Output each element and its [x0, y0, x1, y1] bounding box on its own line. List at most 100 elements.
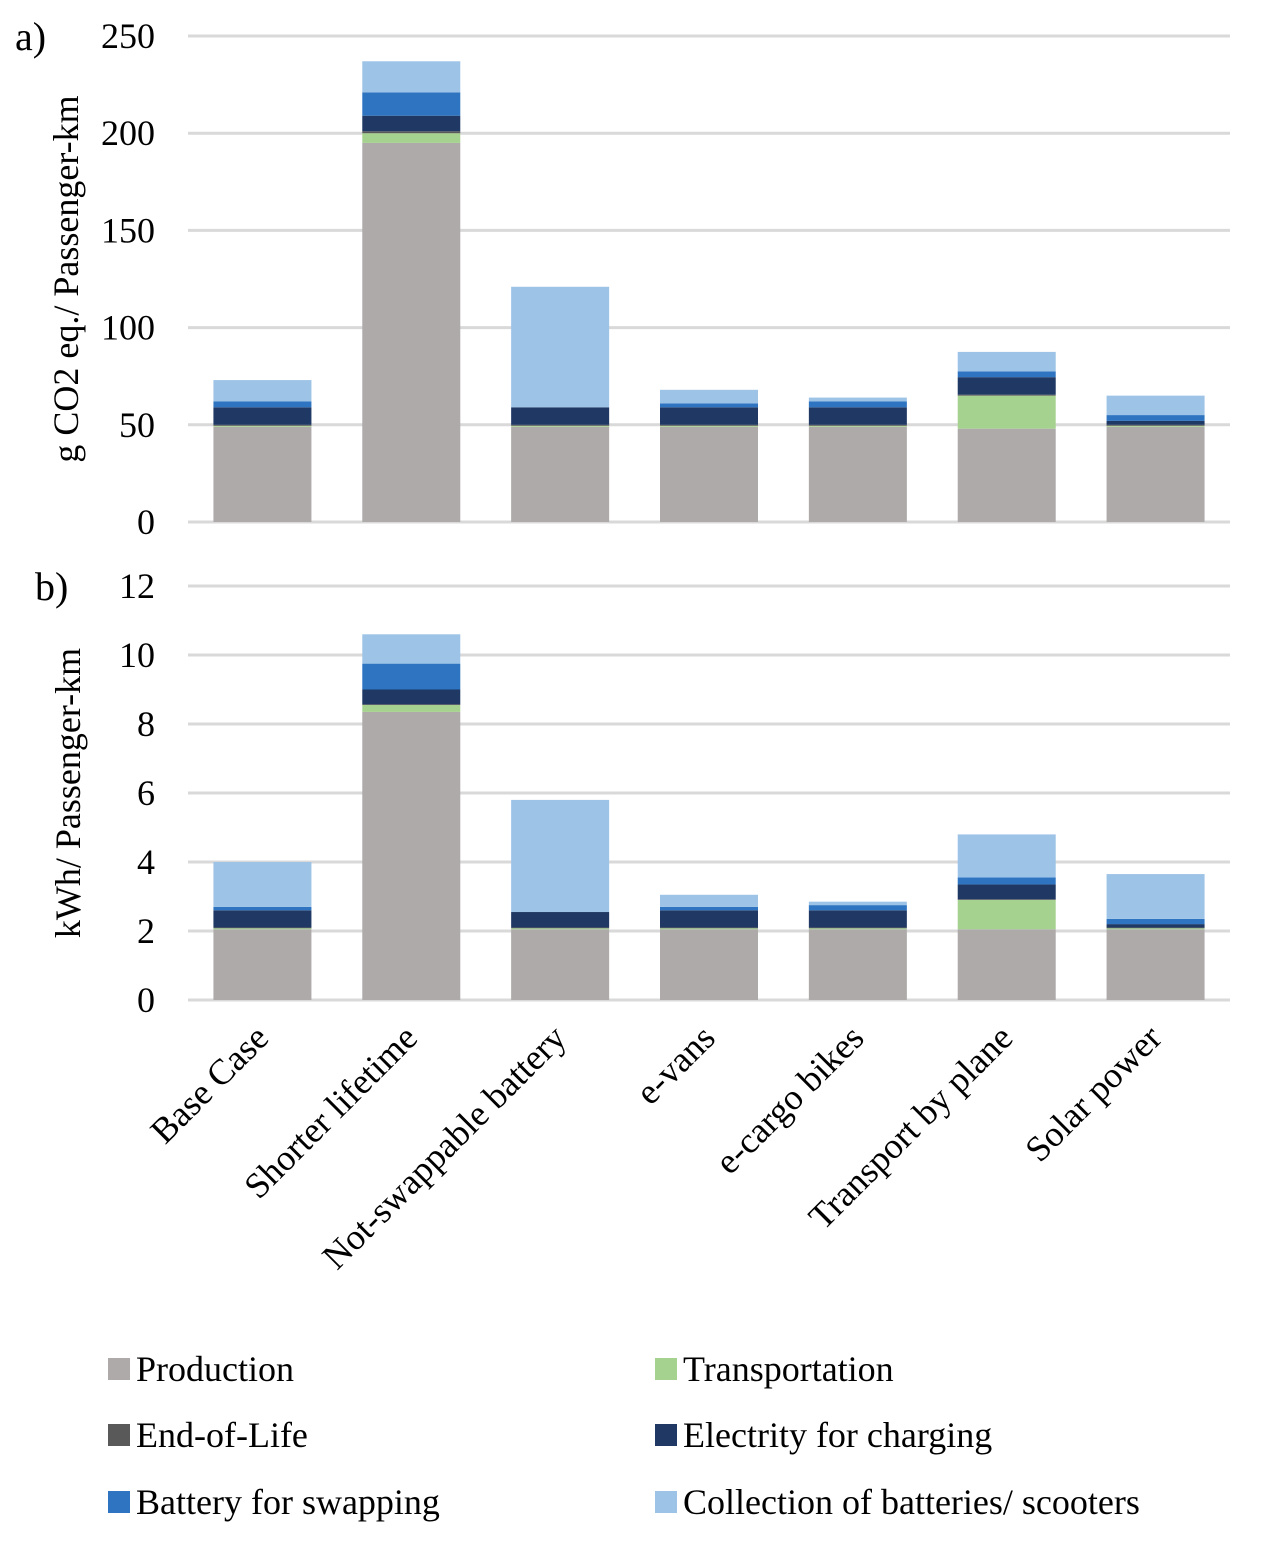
bar-segment-end-of-life-not-swappable-battery — [511, 424, 610, 426]
y-tick-label: 0 — [137, 980, 155, 1020]
bar-segment-collection-of-batteries-scooters-solar-power — [1106, 395, 1205, 416]
y-tick-label: 200 — [101, 113, 155, 153]
bar-segment-electrity-for-charging-e-vans — [660, 910, 758, 928]
bar-segment-transportation-e-vans — [660, 425, 758, 427]
bar-segment-collection-of-batteries-scooters-transport-by-plane — [957, 351, 1056, 372]
bar-segment-battery-for-swapping-shorter-lifetime — [362, 663, 461, 690]
bar-segment-production-shorter-lifetime — [362, 142, 461, 523]
bar-segment-end-of-life-solar-power — [1106, 927, 1205, 929]
y-tick-label: 100 — [101, 308, 155, 348]
legend-swatch-production — [108, 1358, 130, 1380]
bar-segment-electrity-for-charging-solar-power — [1106, 420, 1205, 425]
bar-segment-end-of-life-transport-by-plane — [957, 394, 1056, 396]
panel-a-chart: 0 50 100 150 200 250 a)g CO2 eq./ Passenger-km — [15, 14, 1230, 542]
y-tick-label: 12 — [119, 566, 155, 606]
bar-segment-transportation-solar-power — [1106, 928, 1205, 930]
bar-segment-collection-of-batteries-scooters-not-swappable-battery — [511, 286, 610, 408]
bar-segment-battery-for-swapping-solar-power — [1106, 415, 1205, 421]
bar-segment-transportation-e-vans — [660, 928, 758, 930]
bar-segment-battery-for-swapping-solar-power — [1106, 918, 1205, 925]
bar-segment-transportation-not-swappable-battery — [511, 928, 610, 930]
bar-segment-electrity-for-charging-transport-by-plane — [957, 884, 1056, 900]
panel-label: a) — [15, 14, 46, 59]
bar-segment-production-transport-by-plane — [957, 428, 1056, 522]
legend-swatch-transportation — [655, 1358, 677, 1380]
bar-segment-battery-for-swapping-transport-by-plane — [957, 371, 1056, 378]
bar-segment-electrity-for-charging-shorter-lifetime — [362, 115, 461, 132]
bar-segment-end-of-life-not-swappable-battery — [511, 927, 610, 929]
bar-segment-electrity-for-charging-transport-by-plane — [957, 377, 1056, 395]
bar-segment-production-base-case — [213, 426, 312, 522]
bar-segment-collection-of-batteries-scooters-transport-by-plane — [957, 834, 1056, 878]
legend-label-end-of-life: End-of-Life — [136, 1415, 308, 1455]
y-axis-label: g CO2 eq./ Passenger-km — [46, 95, 86, 462]
bar-segment-electrity-for-charging-base-case — [213, 407, 312, 425]
bar-segment-electrity-for-charging-base-case — [213, 910, 312, 928]
bar-segment-end-of-life-e-vans — [660, 424, 758, 426]
panel-b-chart: 0 2 4 6 8 10 12 b) kWh/ Passenger-km — [35, 564, 1230, 1020]
legend-label-production: Production — [136, 1349, 294, 1389]
bar-segment-end-of-life-shorter-lifetime — [362, 704, 461, 706]
bar-segment-transportation-e-cargo-bikes — [808, 928, 907, 930]
bar-segment-electrity-for-charging-not-swappable-battery — [511, 407, 610, 425]
bar-segment-electrity-for-charging-e-cargo-bikes — [808, 910, 907, 928]
bar-segment-end-of-life-transport-by-plane — [957, 899, 1056, 900]
bar-segment-end-of-life-e-vans — [660, 927, 758, 929]
legend-label-battery-for-swapping: Battery for swapping — [136, 1482, 440, 1522]
bar-segment-transportation-solar-power — [1106, 425, 1205, 427]
y-tick-label: 150 — [101, 210, 155, 250]
bar-segment-transportation-base-case — [213, 425, 312, 427]
bar-segment-collection-of-batteries-scooters-e-cargo-bikes — [808, 397, 907, 402]
bar-segment-battery-for-swapping-transport-by-plane — [957, 877, 1056, 885]
bar-segment-production-base-case — [213, 929, 312, 1000]
bar-segment-electrity-for-charging-e-cargo-bikes — [808, 407, 907, 425]
bar-segment-collection-of-batteries-scooters-base-case — [213, 862, 312, 907]
legend-label-electrity-for-charging: Electrity for charging — [683, 1415, 992, 1455]
bar-segment-production-e-cargo-bikes — [808, 929, 907, 1000]
bar-segment-battery-for-swapping-e-cargo-bikes — [808, 905, 907, 911]
legend-swatch-collection-of-batteries-scooters — [655, 1491, 677, 1513]
bar-segment-electrity-for-charging-not-swappable-battery — [511, 912, 610, 928]
y-tick-label: 0 — [137, 502, 155, 542]
bar-segment-production-e-cargo-bikes — [808, 426, 907, 522]
bar-segment-production-e-vans — [660, 929, 758, 1000]
bar-segment-production-shorter-lifetime — [362, 711, 461, 1000]
bar-segment-collection-of-batteries-scooters-not-swappable-battery — [511, 799, 610, 913]
legend-label-transportation: Transportation — [683, 1349, 894, 1389]
bar-segment-end-of-life-solar-power — [1106, 424, 1205, 426]
bar-segment-end-of-life-base-case — [213, 424, 312, 426]
bar-segment-battery-for-swapping-e-vans — [660, 403, 758, 408]
x-tick-label: e-cargo bikes — [707, 1017, 871, 1181]
bar-segment-battery-for-swapping-base-case — [213, 906, 312, 911]
bar-segment-end-of-life-e-cargo-bikes — [808, 424, 907, 426]
bar-segment-collection-of-batteries-scooters-shorter-lifetime — [362, 634, 461, 664]
y-axis-label: kWh/ Passenger-km — [48, 648, 88, 938]
bar-segment-battery-for-swapping-base-case — [213, 401, 312, 408]
x-tick-label: e-vans — [628, 1017, 723, 1112]
y-tick-label: 6 — [137, 773, 155, 813]
bar-segment-transportation-shorter-lifetime — [362, 705, 461, 712]
bar-segment-collection-of-batteries-scooters-solar-power — [1106, 874, 1205, 919]
bar-segment-end-of-life-e-cargo-bikes — [808, 927, 907, 929]
y-tick-label: 10 — [119, 635, 155, 675]
bar-segment-collection-of-batteries-scooters-e-vans — [660, 894, 758, 907]
bar-segment-collection-of-batteries-scooters-base-case — [213, 380, 312, 402]
bar-segment-electrity-for-charging-e-vans — [660, 407, 758, 425]
y-tick-label: 2 — [137, 911, 155, 951]
y-tick-label: 8 — [137, 704, 155, 744]
x-tick-label: Base Case — [142, 1017, 276, 1151]
bar-segment-transportation-transport-by-plane — [957, 395, 1056, 429]
bar-segment-electrity-for-charging-shorter-lifetime — [362, 689, 461, 705]
bar-segment-transportation-shorter-lifetime — [362, 133, 461, 143]
y-tick-label: 50 — [119, 405, 155, 445]
bar-segment-battery-for-swapping-shorter-lifetime — [362, 92, 461, 116]
legend-label-collection-of-batteries-scooters: Collection of batteries/ scooters — [683, 1482, 1140, 1522]
bar-segment-collection-of-batteries-scooters-e-vans — [660, 389, 758, 404]
bar-segment-collection-of-batteries-scooters-e-cargo-bikes — [808, 901, 907, 906]
bar-segment-production-not-swappable-battery — [511, 929, 610, 1000]
bar-segment-production-e-vans — [660, 426, 758, 522]
bar-segment-transportation-e-cargo-bikes — [808, 425, 907, 427]
bar-segment-production-not-swappable-battery — [511, 426, 610, 522]
bar-segment-end-of-life-shorter-lifetime — [362, 131, 461, 134]
